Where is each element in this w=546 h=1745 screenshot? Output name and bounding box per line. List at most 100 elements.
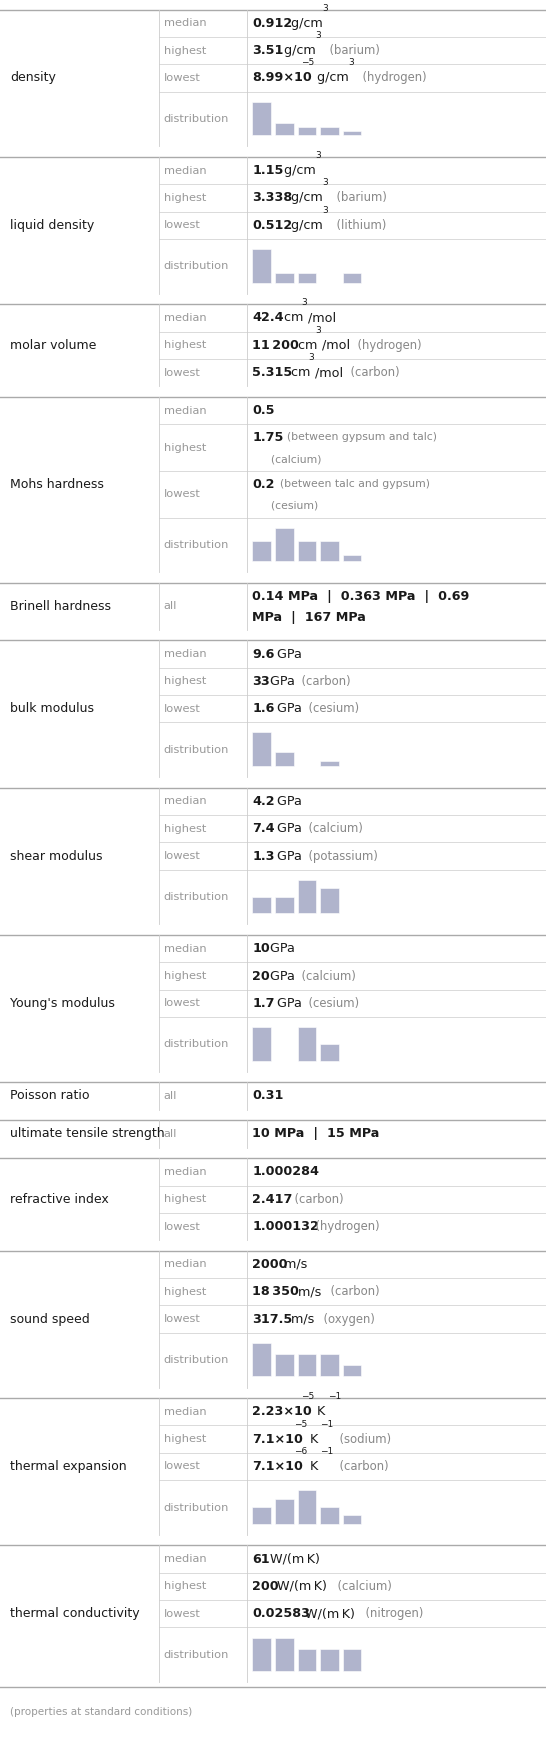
Bar (275, 1499, 294, 1523)
Text: MPa  |  167 MPa: MPa | 167 MPa (252, 611, 366, 625)
Text: 2000: 2000 (252, 1258, 288, 1270)
Text: median: median (164, 17, 206, 28)
Text: GPa: GPa (274, 996, 302, 1010)
Bar (252, 1344, 271, 1377)
Bar (298, 879, 316, 913)
Text: 0.31: 0.31 (252, 1089, 283, 1103)
Text: lowest: lowest (164, 489, 201, 499)
Bar (343, 131, 361, 134)
Text: 3: 3 (308, 352, 314, 363)
Text: (carbon): (carbon) (323, 1286, 379, 1298)
Text: lowest: lowest (164, 220, 201, 230)
Text: highest: highest (164, 1286, 206, 1297)
Bar (321, 127, 339, 134)
Text: distribution: distribution (164, 113, 229, 124)
Text: (between gypsum and talc): (between gypsum and talc) (280, 433, 437, 443)
Text: 200: 200 (252, 1579, 279, 1593)
Text: median: median (164, 312, 206, 323)
Text: /mol: /mol (322, 339, 350, 352)
Text: 0.02583: 0.02583 (252, 1607, 310, 1621)
Text: highest: highest (164, 677, 206, 686)
Bar (275, 527, 294, 562)
Text: shear modulus: shear modulus (10, 850, 102, 862)
Text: 18 350: 18 350 (252, 1286, 299, 1298)
Text: median: median (164, 1406, 206, 1417)
Text: highest: highest (164, 1194, 206, 1204)
Text: 0.2: 0.2 (252, 478, 275, 490)
Text: all: all (164, 1129, 177, 1139)
Text: 3: 3 (323, 178, 328, 187)
Text: 61: 61 (252, 1553, 270, 1565)
Text: 0.5: 0.5 (252, 405, 275, 417)
Text: median: median (164, 1167, 206, 1176)
Text: g/cm: g/cm (313, 72, 349, 84)
Text: 1.3: 1.3 (252, 850, 275, 862)
Text: 2.23×10: 2.23×10 (252, 1405, 312, 1419)
Text: bulk modulus: bulk modulus (10, 701, 94, 715)
Text: 0.912: 0.912 (252, 17, 293, 30)
Text: 1.000132: 1.000132 (252, 1220, 319, 1234)
Bar (298, 1490, 316, 1523)
Text: (carbon): (carbon) (294, 675, 351, 688)
Text: (calcium): (calcium) (301, 822, 363, 836)
Bar (252, 1028, 271, 1061)
Text: 2.417: 2.417 (252, 1192, 293, 1206)
Text: 9.6: 9.6 (252, 647, 275, 661)
Text: 317.5: 317.5 (252, 1312, 293, 1326)
Text: GPa: GPa (266, 675, 295, 688)
Bar (343, 1365, 361, 1377)
Bar (252, 1508, 271, 1523)
Text: sound speed: sound speed (10, 1312, 90, 1326)
Text: 0.512: 0.512 (252, 218, 293, 232)
Text: (cesium): (cesium) (301, 701, 360, 715)
Text: 3: 3 (323, 206, 328, 215)
Text: g/cm: g/cm (287, 218, 323, 232)
Text: median: median (164, 1260, 206, 1269)
Text: K: K (306, 1433, 319, 1445)
Text: −1: −1 (321, 1420, 334, 1429)
Text: K: K (313, 1405, 326, 1419)
Text: lowest: lowest (164, 998, 201, 1009)
Text: Poisson ratio: Poisson ratio (10, 1089, 90, 1103)
Text: (hydrogen): (hydrogen) (355, 72, 426, 84)
Text: GPa: GPa (274, 701, 302, 715)
Bar (298, 1649, 316, 1672)
Text: 3.51: 3.51 (252, 44, 283, 58)
Text: /mol: /mol (308, 311, 336, 325)
Text: (carbon): (carbon) (332, 1461, 388, 1473)
Bar (343, 555, 361, 562)
Text: lowest: lowest (164, 703, 201, 714)
Text: −5: −5 (294, 1420, 307, 1429)
Bar (343, 272, 361, 283)
Bar (275, 1354, 294, 1377)
Text: distribution: distribution (164, 1356, 229, 1365)
Text: median: median (164, 944, 206, 955)
Text: distribution: distribution (164, 1502, 229, 1513)
Bar (321, 1044, 339, 1061)
Text: 33: 33 (252, 675, 270, 688)
Text: 1.6: 1.6 (252, 701, 275, 715)
Text: lowest: lowest (164, 1314, 201, 1324)
Text: −5: −5 (301, 1393, 314, 1401)
Text: 5.315: 5.315 (252, 366, 293, 379)
Text: GPa: GPa (274, 822, 302, 836)
Text: (barium): (barium) (329, 192, 387, 204)
Text: median: median (164, 1555, 206, 1564)
Text: 10: 10 (252, 942, 270, 955)
Bar (252, 897, 271, 913)
Text: 3: 3 (316, 152, 321, 161)
Text: distribution: distribution (164, 539, 229, 550)
Text: highest: highest (164, 45, 206, 56)
Text: 0.14 MPa  |  0.363 MPa  |  0.69: 0.14 MPa | 0.363 MPa | 0.69 (252, 590, 470, 602)
Text: 1.000284: 1.000284 (252, 1166, 319, 1178)
Text: distribution: distribution (164, 1040, 229, 1049)
Bar (321, 1354, 339, 1377)
Text: (potassium): (potassium) (301, 850, 378, 862)
Text: median: median (164, 405, 206, 415)
Bar (321, 888, 339, 913)
Text: median: median (164, 166, 206, 176)
Text: 4.2: 4.2 (252, 794, 275, 808)
Text: −6: −6 (294, 1447, 307, 1455)
Text: median: median (164, 649, 206, 660)
Text: 3: 3 (349, 59, 354, 68)
